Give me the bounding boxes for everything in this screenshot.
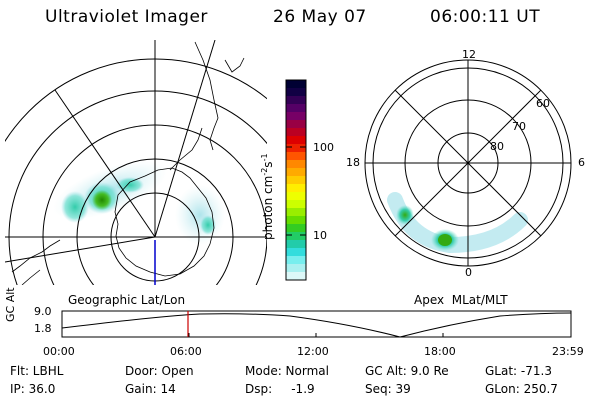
colorbar-stripe [286,216,306,225]
colorbar-stripe [286,160,306,169]
info-door: Door: Open [125,364,194,378]
colorbar-stripe [286,176,306,185]
colorbar-stripe [286,248,306,257]
colorbar-stripe [286,264,306,273]
colorbar-stripe [286,104,306,113]
colorbar-tick-10: 10 [313,229,327,242]
mlt-label-6: 6 [578,156,585,169]
mlt-label-12: 12 [462,48,476,61]
colorbar-stripe [286,272,306,281]
info-gain: Gain: 14 [125,382,176,396]
colorbar-tick-100: 100 [313,141,334,154]
colorbar-stripe [286,128,306,137]
colorbar-stripe [286,224,306,233]
timeline-ytick-1.8: 1.8 [34,322,52,335]
colorbar-stripe [286,240,306,249]
timeline-xtick-0600: 06:00 [170,345,202,358]
colorbar-stripe [286,80,306,89]
timeline-xtick-1200: 12:00 [297,345,329,358]
instrument-title: Ultraviolet Imager [45,7,208,27]
timeline-ytick-9: 9.0 [34,305,52,318]
info-glat: GLat: -71.3 [485,364,552,378]
colorbar-stripe [286,200,306,209]
info-dsp: Dsp: -1.9 [245,382,315,396]
date-label: 26 May 07 [273,7,367,27]
timeline-xtick-0000: 00:00 [43,345,75,358]
mlt-label-0: 0 [465,266,472,279]
info-ip: IP: 36.0 [10,382,56,396]
colorbar-stripe [286,192,306,201]
apex-panel-caption: Apex MLat/MLT [414,293,508,307]
geo-panel-caption: Geographic Lat/Lon [68,293,186,307]
info-seq: Seq: 39 [365,382,411,396]
mlat-label-60: 60 [536,97,550,110]
colorbar-stripe [286,144,306,153]
colorbar-stripe [286,152,306,161]
colorbar-stripe [286,184,306,193]
mlat-label-80: 80 [490,140,504,153]
colorbar-stripe [286,208,306,217]
timeline-xtick-2359: 23:59 [552,345,584,358]
colorbar-stripe [286,168,306,177]
info-flt: Flt: LBHL [10,364,64,378]
time-label: 06:00:11 UT [430,7,541,27]
colorbar-stripe [286,120,306,129]
colorbar-stripe [286,256,306,265]
info-gc-alt: GC Alt: 9.0 Re [365,364,449,378]
colorbar-stripe [286,112,306,121]
colorbar-stripe [286,88,306,97]
colorbar-unit-label: photon cm-2s-1 [260,153,275,240]
colorbar-stripe [286,232,306,241]
info-mode: Mode: Normal [245,364,329,378]
info-glon: GLon: 250.7 [485,382,558,396]
colorbar-stripe [286,136,306,145]
timeline-xtick-1800: 18:00 [424,345,456,358]
colorbar-stripe [286,96,306,105]
timeline-ylabel: GC Alt [4,287,17,322]
mlat-label-70: 70 [512,120,526,133]
mlt-label-18: 18 [346,156,360,169]
